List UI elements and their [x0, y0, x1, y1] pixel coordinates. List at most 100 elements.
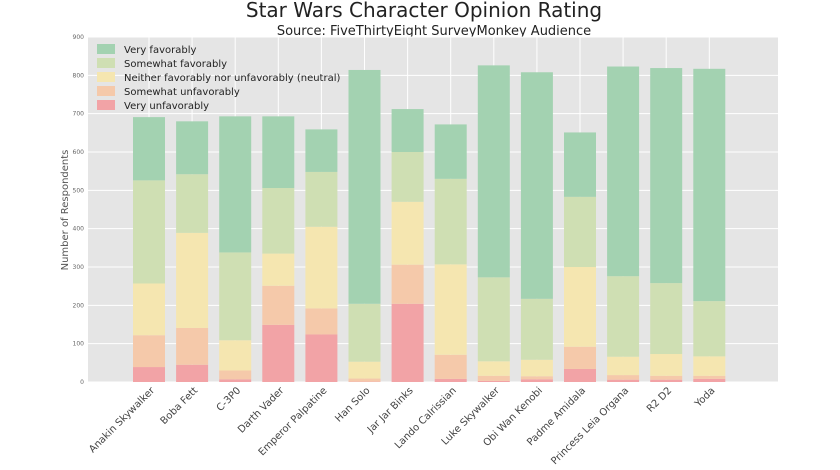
bar-segment	[478, 361, 510, 376]
chart-title: Star Wars Character Opinion Rating	[246, 0, 602, 22]
bar-segment	[305, 172, 337, 227]
y-tick-label: 300	[73, 264, 85, 271]
bar-segment	[693, 69, 725, 301]
bar-segment	[650, 283, 682, 354]
bar-segment	[650, 68, 682, 283]
bar-segment	[176, 233, 208, 328]
y-tick-label: 400	[73, 226, 85, 233]
bar-segment	[521, 360, 553, 376]
legend-swatch	[97, 100, 115, 110]
bar-segment	[650, 354, 682, 376]
bar-segment	[564, 267, 596, 347]
x-tick-label: Princess Leia Organa	[549, 385, 631, 466]
bar-segment	[133, 180, 165, 283]
bar-segment	[349, 70, 381, 304]
bar-segment	[176, 328, 208, 365]
bar-segment	[564, 197, 596, 267]
bar-segment	[176, 365, 208, 382]
bar-segment	[392, 265, 424, 304]
bar-segment	[607, 67, 639, 277]
bar-segment	[349, 362, 381, 379]
legend-swatch	[97, 86, 115, 96]
bar-segment	[521, 299, 553, 360]
y-axis: 0 100 200 300 400 500 600 700 800 900	[73, 34, 85, 386]
y-tick-label: 200	[73, 302, 85, 309]
bar-segment	[392, 152, 424, 202]
bar-segment	[478, 376, 510, 381]
bar-segment	[564, 369, 596, 382]
y-tick-label: 500	[73, 187, 85, 194]
bar-segment	[607, 276, 639, 357]
bar-segment	[305, 227, 337, 309]
bar-segment	[262, 254, 294, 286]
bar-segment	[219, 371, 251, 380]
y-axis-label: Number of Respondents	[60, 150, 71, 271]
bar-segment	[392, 304, 424, 382]
bar-segment	[305, 308, 337, 334]
x-tick-label: Yoda	[692, 385, 717, 410]
bar-segment	[219, 379, 251, 382]
y-tick-label: 0	[80, 379, 84, 386]
y-tick-label: 700	[73, 111, 85, 118]
legend-swatch	[97, 58, 115, 68]
bar-segment	[435, 379, 467, 382]
bar-segment	[607, 357, 639, 375]
bar-segment	[262, 116, 294, 188]
y-tick-label: 800	[73, 72, 85, 79]
bar-segment	[478, 381, 510, 382]
bar-segment	[349, 379, 381, 382]
bar-segment	[219, 252, 251, 340]
bar-segment	[349, 304, 381, 362]
bar-segment	[693, 301, 725, 356]
x-tick-label: R2 D2	[645, 385, 674, 414]
bar-segment	[262, 325, 294, 382]
legend-label: Somewhat unfavorably	[124, 87, 240, 98]
bar-segment	[650, 376, 682, 380]
y-tick-label: 100	[73, 341, 85, 348]
bar-segment	[435, 355, 467, 379]
bar-segment	[564, 132, 596, 196]
x-tick-label: C-3P0	[215, 385, 244, 414]
bar-segment	[521, 376, 553, 379]
legend-label: Neither favorably nor unfavorably (neutr…	[124, 73, 340, 84]
legend-swatch	[97, 44, 115, 54]
bar-segment	[435, 264, 467, 354]
x-tick-label: Han Solo	[333, 385, 372, 424]
bar-segment	[305, 334, 337, 382]
bar-segment	[607, 380, 639, 382]
bar-segment	[392, 109, 424, 152]
bar-segment	[133, 335, 165, 367]
bar-segment	[693, 376, 725, 379]
bar-segment	[176, 121, 208, 174]
bar-segment	[133, 367, 165, 382]
bar-segment	[219, 116, 251, 252]
bar-segment	[435, 124, 467, 178]
bar-segment	[521, 379, 553, 382]
bar-segment	[262, 286, 294, 325]
x-tick-label: Boba Fett	[159, 385, 201, 427]
y-tick-label: 900	[73, 34, 85, 41]
bar-segment	[435, 179, 467, 264]
bar-segment	[392, 202, 424, 265]
bar-segment	[607, 375, 639, 380]
legend-label: Somewhat favorably	[124, 59, 227, 70]
bar-segment	[262, 188, 294, 254]
bar-segment	[133, 117, 165, 180]
bar-segment	[133, 283, 165, 335]
y-tick-label: 600	[73, 149, 85, 156]
bar-segment	[305, 129, 337, 172]
legend-label: Very favorably	[124, 45, 196, 56]
bar-segment	[650, 380, 682, 382]
bar-segment	[693, 379, 725, 382]
bar-segment	[219, 340, 251, 370]
x-tick-label: Anakin Skywalker	[87, 385, 158, 456]
bar-segment	[521, 72, 553, 299]
legend-swatch	[97, 72, 115, 82]
bar-segment	[478, 65, 510, 277]
legend-label: Very unfavorably	[124, 101, 209, 112]
bar-segment	[564, 347, 596, 369]
bar-segment	[693, 356, 725, 376]
